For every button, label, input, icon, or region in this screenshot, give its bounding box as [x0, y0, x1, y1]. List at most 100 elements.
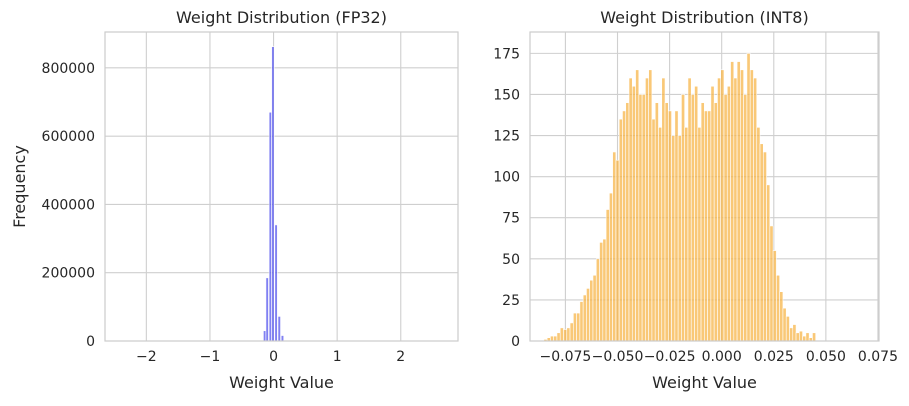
int8-histogram-bar	[681, 94, 685, 342]
fp32-y-tick-label: 0	[86, 334, 95, 350]
int8-x-tick-label: −0.075	[540, 349, 592, 365]
int8-histogram-bar	[782, 307, 787, 342]
int8-histogram-bar	[749, 69, 754, 342]
int8-y-tick-label: 150	[493, 87, 520, 103]
int8-histogram-bar	[740, 69, 744, 342]
int8-histogram-bar	[638, 94, 643, 342]
int8-histogram-bar	[674, 110, 679, 342]
int8-histogram-bar	[720, 69, 725, 342]
fp32-histogram-bar	[277, 316, 281, 342]
int8-histogram-bar	[700, 102, 705, 342]
int8-x-tick-label: 0.050	[806, 349, 846, 365]
fp32-histogram-bar	[268, 111, 272, 342]
int8-histogram-bar	[697, 127, 702, 342]
int8-histogram-bar	[641, 94, 646, 342]
int8-histogram-bar	[595, 258, 600, 342]
int8-histogram-bar	[756, 127, 761, 342]
int8-histogram-bar	[736, 61, 741, 342]
int8-histogram-bar	[631, 85, 636, 342]
int8-histogram-bar	[599, 242, 604, 342]
int8-histogram-bar	[648, 69, 653, 342]
int8-y-tick-label: 75	[502, 211, 520, 227]
int8-histogram-bar	[668, 110, 672, 342]
int8-histogram-bar	[553, 335, 558, 342]
int8-axes-frame	[529, 31, 880, 342]
fp32-x-tick-label: −1	[200, 349, 221, 365]
int8-histogram-bar	[671, 135, 676, 342]
int8-y-tick-label: 0	[511, 334, 520, 350]
fp32-axes-frame	[104, 31, 459, 342]
int8-y-tick-label: 125	[493, 129, 520, 145]
int8-histogram-bar	[805, 332, 810, 342]
int8-histogram-bar	[566, 327, 571, 342]
int8-histogram-bar	[602, 238, 607, 342]
int8-histogram-bar	[563, 329, 568, 342]
int8-histogram-bar	[766, 184, 771, 342]
fp32-histogram-bar	[271, 46, 275, 342]
int8-y-tick-label: 100	[493, 170, 520, 186]
int8-histogram-bar	[733, 77, 738, 342]
fp32-y-tick-label: 400000	[42, 197, 95, 213]
int8-x-tick-label: 0.000	[702, 349, 742, 365]
int8-histogram-bar	[762, 151, 767, 342]
int8-histogram-bar	[802, 335, 807, 342]
int8-histogram-bar	[622, 110, 627, 342]
fp32-y-tick-label: 800000	[42, 61, 95, 77]
fp32-x-tick-labels: −2 −1 0 1 2	[136, 349, 405, 365]
int8-histogram-bar	[795, 332, 800, 342]
int8-histogram-bar	[635, 69, 640, 342]
int8-histogram-bar	[609, 192, 613, 342]
int8-histogram-bar	[769, 225, 774, 342]
int8-histogram-bar	[812, 332, 817, 342]
int8-histogram-bar	[753, 77, 758, 342]
int8-histogram-bar	[628, 77, 633, 342]
int8-chart-title: Weight Distribution (INT8)	[600, 8, 808, 27]
int8-y-tick-label: 25	[502, 293, 520, 309]
int8-histogram-bar	[717, 77, 722, 342]
int8-histogram-bar	[723, 94, 728, 342]
int8-histogram-bar	[625, 102, 630, 342]
fp32-x-tick-label: 2	[396, 349, 405, 365]
int8-y-tick-labels: 0 25 50 75 100 125 150 175	[493, 46, 520, 350]
int8-histogram-bar	[776, 274, 780, 342]
fp32-histogram-bar	[274, 224, 278, 342]
fp32-y-tick-label: 200000	[42, 266, 95, 282]
int8-histogram-bar	[746, 53, 751, 342]
int8-histogram-bar	[654, 102, 659, 342]
fp32-plot-area	[105, 32, 458, 341]
fp32-x-axis-label: Weight Value	[229, 373, 334, 392]
int8-histogram-bar	[707, 110, 712, 342]
int8-y-tick-label: 175	[493, 46, 520, 62]
fp32-histogram-bar	[280, 335, 285, 342]
int8-histogram-bar	[658, 127, 663, 342]
int8-histogram-bar	[704, 110, 708, 342]
int8-histogram-bar	[592, 274, 597, 342]
int8-histogram-bar	[589, 279, 594, 342]
int8-histogram-bar	[694, 85, 699, 342]
int8-x-tick-label: 0.075	[858, 349, 898, 365]
int8-histogram-bar	[573, 312, 577, 342]
fp32-histogram-bar	[263, 330, 267, 342]
fp32-x-tick-label: −2	[136, 349, 157, 365]
int8-histogram-bar	[586, 288, 590, 342]
int8-histogram-bar	[615, 159, 620, 342]
int8-histogram-bar	[690, 94, 695, 342]
int8-histogram-bar	[684, 127, 689, 342]
int8-histogram-bar	[612, 151, 617, 342]
int8-x-tick-label: −0.050	[592, 349, 644, 365]
int8-histogram-bar	[559, 327, 564, 342]
int8-histogram-bar	[789, 327, 794, 342]
fp32-x-tick-label: 1	[333, 349, 342, 365]
int8-histogram-bar	[556, 332, 561, 342]
int8-y-tick-label: 50	[502, 252, 520, 268]
int8-histogram-bar	[576, 312, 581, 342]
int8-histogram-bar	[661, 77, 666, 342]
fp32-x-tick-label: 0	[269, 349, 278, 365]
fp32-y-tick-labels: 0 200000 400000 600000 800000	[42, 61, 95, 350]
int8-histogram-bar	[779, 291, 784, 342]
fp32-histogram-bar	[265, 277, 269, 342]
int8-x-tick-label: 0.025	[754, 349, 794, 365]
int8-x-axis-label: Weight Value	[652, 373, 757, 392]
